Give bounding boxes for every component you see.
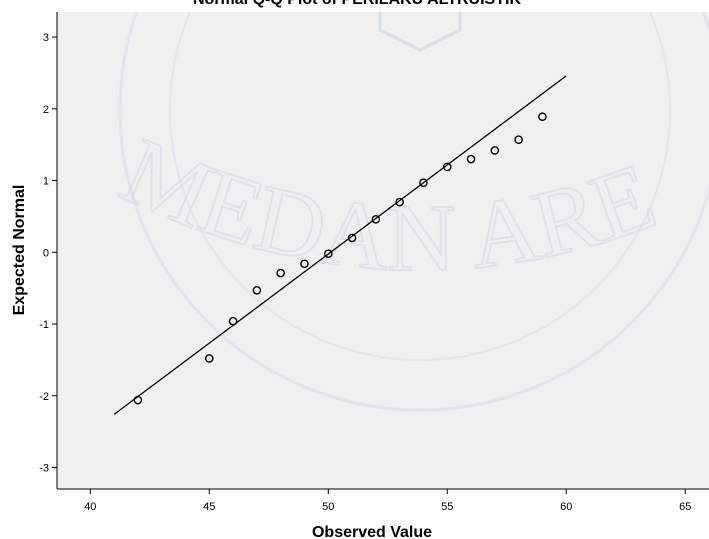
data-point	[538, 112, 547, 122]
data-point	[204, 354, 214, 363]
data-point	[466, 154, 476, 164]
data-point	[323, 249, 333, 259]
data-point	[395, 197, 404, 207]
x-tick-label: 60	[560, 501, 572, 513]
y-axis-title: Expected Normal	[11, 185, 28, 316]
y-tick-label: -3	[39, 462, 49, 474]
data-point	[371, 214, 381, 224]
y-tick-label: -1	[39, 319, 49, 331]
y-tick-label: 0	[43, 247, 49, 259]
x-tick-label: 55	[441, 501, 453, 513]
x-tick-label: 50	[322, 501, 334, 513]
data-point	[276, 268, 285, 278]
y-tick-label: 1	[43, 176, 49, 188]
data-point	[300, 259, 309, 269]
data-point	[133, 395, 143, 405]
reference-line-group	[113, 75, 567, 415]
y-tick-label: 3	[43, 32, 49, 44]
x-axis-title: Observed Value	[312, 524, 432, 539]
points-group	[133, 112, 547, 405]
x-tick-label: 65	[679, 501, 691, 513]
axes: 40 45 50 55 60 65 -3 -2 -1 0 1 2 3	[39, 12, 709, 513]
data-point	[514, 135, 523, 144]
data-point	[419, 178, 428, 188]
data-point	[347, 233, 357, 243]
x-tick-label: 45	[203, 501, 215, 513]
data-point	[228, 316, 238, 326]
y-tick-label: 2	[43, 104, 49, 116]
plot-area-background	[57, 12, 709, 489]
chart-title: Normal Q-Q Plot of PERILAKU ALTRUISTIK	[193, 0, 521, 8]
data-point	[442, 162, 452, 172]
y-tick-label: -2	[39, 391, 49, 403]
data-point	[252, 286, 262, 295]
x-tick-label: 40	[84, 501, 96, 513]
reference-line	[113, 75, 567, 415]
data-point	[490, 146, 500, 155]
